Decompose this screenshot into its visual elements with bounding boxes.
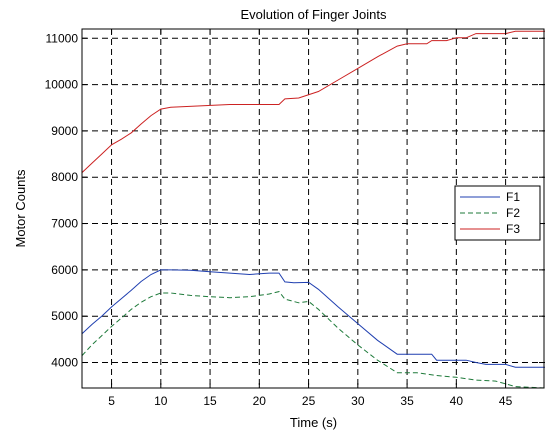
y-tick-label: 5000 xyxy=(51,309,78,323)
legend: F1 F2 F3 xyxy=(454,185,541,241)
y-tick-label: 11000 xyxy=(46,31,79,45)
y-tick-label: 4000 xyxy=(51,356,78,370)
x-tick-label: 30 xyxy=(351,394,365,408)
y-tick-label: 7000 xyxy=(51,217,78,231)
y-axis-label: Motor Counts xyxy=(13,169,28,248)
chart-title: Evolution of Finger Joints xyxy=(241,7,387,22)
series-f3-line xyxy=(81,30,545,173)
x-tick-label: 25 xyxy=(302,394,316,408)
y-tick-label: 6000 xyxy=(51,263,78,277)
y-tick-label: 9000 xyxy=(51,124,78,138)
legend-box xyxy=(454,185,541,241)
series-f2-line xyxy=(81,291,545,389)
legend-label-f3: F3 xyxy=(506,222,520,236)
y-tick-label: 8000 xyxy=(51,170,78,184)
x-tick-label: 5 xyxy=(108,394,115,408)
x-tick-label: 15 xyxy=(203,394,217,408)
legend-label-f2: F2 xyxy=(506,206,520,220)
series-layer xyxy=(81,30,545,389)
series-f1-line xyxy=(81,269,545,368)
x-tick-label: 35 xyxy=(400,394,414,408)
legend-label-f1: F1 xyxy=(506,190,520,204)
x-tick-label: 45 xyxy=(499,394,513,408)
x-tick-label: 10 xyxy=(154,394,168,408)
x-tick-label: 40 xyxy=(450,394,464,408)
x-axis-label: Time (s) xyxy=(290,415,337,430)
x-tick-label: 20 xyxy=(253,394,267,408)
y-tick-label: 10000 xyxy=(45,78,79,92)
plot-frame xyxy=(81,28,545,389)
ticks: 5 10 15 20 25 30 35 40 45 4000 5000 6000 7000 8000 900… xyxy=(45,29,544,408)
